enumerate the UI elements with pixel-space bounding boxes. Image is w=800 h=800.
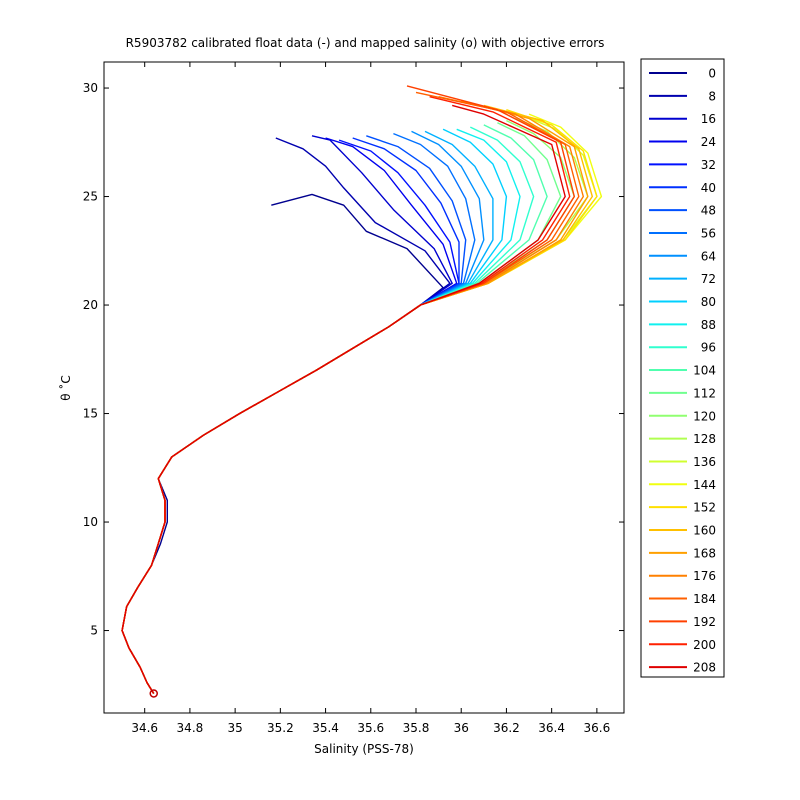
legend-label: 56 bbox=[701, 226, 716, 240]
y-axis-ticks: 5 10 15 20 25 30 bbox=[83, 81, 624, 638]
x-axis-label: Salinity (PSS-78) bbox=[314, 742, 414, 756]
legend-label: 64 bbox=[701, 249, 716, 263]
x-tick-label: 34.6 bbox=[131, 721, 158, 735]
x-tick-label: 36.4 bbox=[538, 721, 565, 735]
legend-label: 160 bbox=[693, 524, 716, 538]
x-axis-ticks: 34.6 34.8 35 35.2 35.4 35.6 35.8 36 36.2 36.4 36.6 bbox=[131, 62, 610, 735]
y-tick-label: 5 bbox=[90, 624, 98, 638]
legend-label: 48 bbox=[701, 204, 716, 218]
legend-label: 144 bbox=[693, 478, 716, 492]
series-line-208 bbox=[121, 104, 566, 694]
legend-label: 120 bbox=[693, 409, 716, 423]
legend-label: 8 bbox=[708, 89, 716, 103]
legend-label: 152 bbox=[693, 501, 716, 515]
plot-data-lines bbox=[121, 85, 603, 698]
legend-label: 200 bbox=[693, 638, 716, 652]
x-tick-label: 35 bbox=[227, 721, 242, 735]
y-tick-label: 10 bbox=[83, 515, 98, 529]
legend-label: 176 bbox=[693, 569, 716, 583]
y-tick-label: 30 bbox=[83, 81, 98, 95]
legend-label: 136 bbox=[693, 455, 716, 469]
legend-label: 88 bbox=[701, 318, 716, 332]
legend-label: 80 bbox=[701, 295, 716, 309]
legend-label: 32 bbox=[701, 158, 716, 172]
x-tick-label: 35.6 bbox=[357, 721, 384, 735]
legend-label: 128 bbox=[693, 432, 716, 446]
legend-label: 96 bbox=[701, 341, 716, 355]
legend-label: 16 bbox=[701, 112, 716, 126]
legend-label: 112 bbox=[693, 386, 716, 400]
x-tick-label: 36 bbox=[454, 721, 469, 735]
x-tick-label: 36.6 bbox=[584, 721, 611, 735]
legend-label: 24 bbox=[701, 135, 716, 149]
legend-label: 168 bbox=[693, 546, 716, 560]
legend-label: 72 bbox=[701, 272, 716, 286]
x-tick-label: 35.2 bbox=[267, 721, 294, 735]
x-tick-label: 35.8 bbox=[403, 721, 430, 735]
x-tick-label: 35.4 bbox=[312, 721, 339, 735]
y-tick-label: 25 bbox=[83, 190, 98, 204]
x-tick-label: 34.8 bbox=[177, 721, 204, 735]
legend-label: 208 bbox=[693, 661, 716, 675]
legend-box bbox=[640, 58, 725, 678]
legend-label: 184 bbox=[693, 592, 716, 606]
legend-label: 40 bbox=[701, 181, 716, 195]
y-axis-label: θ ˚C bbox=[58, 375, 73, 401]
x-tick-label: 36.2 bbox=[493, 721, 520, 735]
legend-label: 192 bbox=[693, 615, 716, 629]
y-tick-label: 20 bbox=[83, 298, 98, 312]
legend-label: 104 bbox=[693, 364, 716, 378]
plot-axes-frame bbox=[103, 61, 625, 714]
legend-label: 0 bbox=[708, 67, 716, 81]
legend-items: 0 8 16 24 32 40 48 56 64 72 80 88 96 104 112 120 128 136 1… bbox=[649, 67, 716, 675]
y-tick-label: 15 bbox=[83, 407, 98, 421]
chart-title: R5903782 calibrated float data (-) and m… bbox=[126, 36, 605, 50]
mapped-salinity-marker bbox=[149, 689, 158, 698]
legend: 0 8 16 24 32 40 48 56 64 72 80 88 96 104 112 120 128 136 1… bbox=[640, 58, 725, 678]
